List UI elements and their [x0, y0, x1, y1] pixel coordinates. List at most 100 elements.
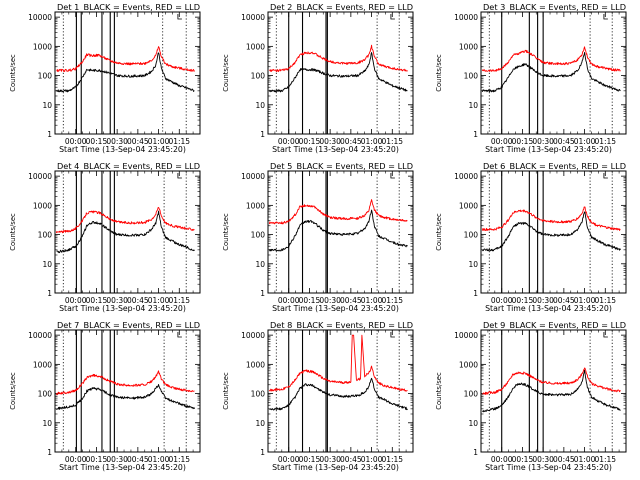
- y-tick-label: 1000: [246, 42, 265, 51]
- x-tick-label: 00:00: [491, 455, 513, 464]
- plot-frame: [480, 11, 627, 135]
- chart-panel-8: Det 8_BLACK = Events, RED = LLD 1 10 100 100…: [222, 320, 414, 472]
- series-line-events: [482, 369, 621, 413]
- x-tick-label: 00:15: [512, 455, 534, 464]
- y-tick-label: 10000: [241, 13, 265, 22]
- x-tick-label: 00:30: [106, 455, 128, 464]
- x-tick-label: 00:00: [65, 137, 87, 146]
- x-tick-label: 00:45: [127, 455, 149, 464]
- chart-panel-5: Det 5_BLACK = Events, RED = LLD 1 10 100 100…: [222, 161, 414, 313]
- plot-frame: [480, 170, 627, 294]
- x-tick-label: 00:45: [127, 296, 149, 305]
- corner-hook-mark: [603, 14, 608, 20]
- x-tick-label: 00:45: [340, 137, 362, 146]
- x-tick-label: 00:15: [86, 296, 108, 305]
- series-line-events: [56, 210, 195, 254]
- y-tick-label: 10000: [241, 331, 265, 340]
- x-tick-label: 00:15: [512, 296, 534, 305]
- series-line-lld: [268, 199, 408, 225]
- x-axis-label: Start Time (13-Sep-04 23:45:20): [485, 463, 612, 472]
- y-tick-label: 1: [473, 289, 478, 298]
- corner-hook-mark: [177, 332, 182, 338]
- chart-title: Det 2_BLACK = Events, RED = LLD: [270, 2, 413, 12]
- x-tick-label: 01:00: [574, 296, 596, 305]
- y-tick-label: 10000: [454, 13, 478, 22]
- y-tick-label: 100: [251, 72, 266, 81]
- series-line-lld: [482, 367, 621, 395]
- x-tick-label: 01:00: [361, 455, 383, 464]
- y-axis-label: Counts/sec: [9, 213, 17, 251]
- x-tick-label: 00:45: [340, 455, 362, 464]
- x-tick-label: 01:15: [381, 455, 403, 464]
- corner-hook-mark: [603, 173, 608, 179]
- y-tick-label: 1: [260, 289, 265, 298]
- x-tick-label: 00:00: [278, 296, 300, 305]
- series-line-lld: [55, 370, 195, 396]
- chart-panel-3: Det 3_BLACK = Events, RED = LLD 1 10 100 100…: [435, 2, 627, 154]
- x-tick-label: 01:00: [361, 296, 383, 305]
- x-tick-label: 01:00: [148, 455, 170, 464]
- x-tick-label: 01:00: [574, 455, 596, 464]
- x-axis-label: Start Time (13-Sep-04 23:45:20): [485, 304, 612, 313]
- y-tick-label: 1: [260, 448, 265, 457]
- plot-frame: [54, 11, 201, 135]
- y-tick-label: 10: [42, 101, 52, 110]
- x-tick-label: 00:00: [65, 455, 87, 464]
- x-tick-label: 00:00: [65, 296, 87, 305]
- chart-panel-2: Det 2_BLACK = Events, RED = LLD 1 10 100 100…: [222, 2, 414, 154]
- y-tick-label: 10: [468, 101, 478, 110]
- chart-panel-6: Det 6_BLACK = Events, RED = LLD 1 10 100 100…: [435, 161, 627, 313]
- y-tick-label: 10: [255, 260, 265, 269]
- y-tick-label: 1000: [246, 201, 265, 210]
- x-tick-label: 00:00: [491, 137, 513, 146]
- x-axis-label: Start Time (13-Sep-04 23:45:20): [59, 463, 186, 472]
- chart-panel-9: Det 9_BLACK = Events, RED = LLD 1 10 100 100…: [435, 320, 627, 472]
- corner-hook-mark: [390, 14, 395, 20]
- x-tick-label: 01:15: [594, 455, 616, 464]
- x-tick-label: 00:15: [299, 296, 321, 305]
- x-tick-label: 00:00: [278, 455, 300, 464]
- x-tick-label: 00:15: [512, 137, 534, 146]
- y-tick-label: 1: [473, 130, 478, 139]
- y-axis-label: Counts/sec: [9, 54, 17, 92]
- x-axis-label: Start Time (13-Sep-04 23:45:20): [272, 145, 399, 154]
- series-line-events: [268, 52, 408, 93]
- y-tick-label: 1: [47, 289, 52, 298]
- y-tick-label: 10000: [28, 172, 52, 181]
- x-axis-label: Start Time (13-Sep-04 23:45:20): [272, 304, 399, 313]
- chart-title: Det 7_BLACK = Events, RED = LLD: [57, 320, 200, 330]
- y-tick-label: 1: [47, 448, 52, 457]
- series-line-lld: [268, 334, 408, 392]
- y-tick-label: 1: [260, 130, 265, 139]
- y-tick-label: 1000: [33, 42, 52, 51]
- y-tick-label: 10: [468, 260, 478, 269]
- y-tick-label: 10: [255, 101, 265, 110]
- chart-panel-1: Det 1_BLACK = Events, RED = LLD 1 10 100 100…: [9, 2, 201, 154]
- y-tick-label: 100: [251, 390, 266, 399]
- y-axis-label: Counts/sec: [9, 372, 17, 410]
- series-line-events: [55, 52, 195, 93]
- x-axis-label: Start Time (13-Sep-04 23:45:20): [485, 145, 612, 154]
- x-tick-label: 00:30: [319, 137, 341, 146]
- x-tick-label: 00:15: [86, 455, 108, 464]
- x-tick-label: 01:15: [168, 296, 190, 305]
- corner-hook-mark: [603, 332, 608, 338]
- y-tick-label: 100: [251, 231, 266, 240]
- x-axis-label: Start Time (13-Sep-04 23:45:20): [59, 145, 186, 154]
- x-axis-label: Start Time (13-Sep-04 23:45:20): [272, 463, 399, 472]
- x-tick-label: 00:15: [299, 137, 321, 146]
- series-line-lld: [481, 46, 621, 73]
- y-axis-label: Counts/sec: [222, 54, 230, 92]
- plot-frame: [267, 329, 414, 453]
- plot-frame: [54, 170, 201, 294]
- x-tick-label: 00:15: [86, 137, 108, 146]
- x-tick-label: 01:15: [168, 455, 190, 464]
- y-tick-label: 1000: [459, 360, 478, 369]
- series-line-lld: [56, 46, 195, 72]
- y-tick-label: 10000: [28, 331, 52, 340]
- x-tick-label: 01:00: [148, 296, 170, 305]
- x-axis-label: Start Time (13-Sep-04 23:45:20): [59, 304, 186, 313]
- chart-title: Det 9_BLACK = Events, RED = LLD: [483, 320, 626, 330]
- x-tick-label: 00:45: [340, 296, 362, 305]
